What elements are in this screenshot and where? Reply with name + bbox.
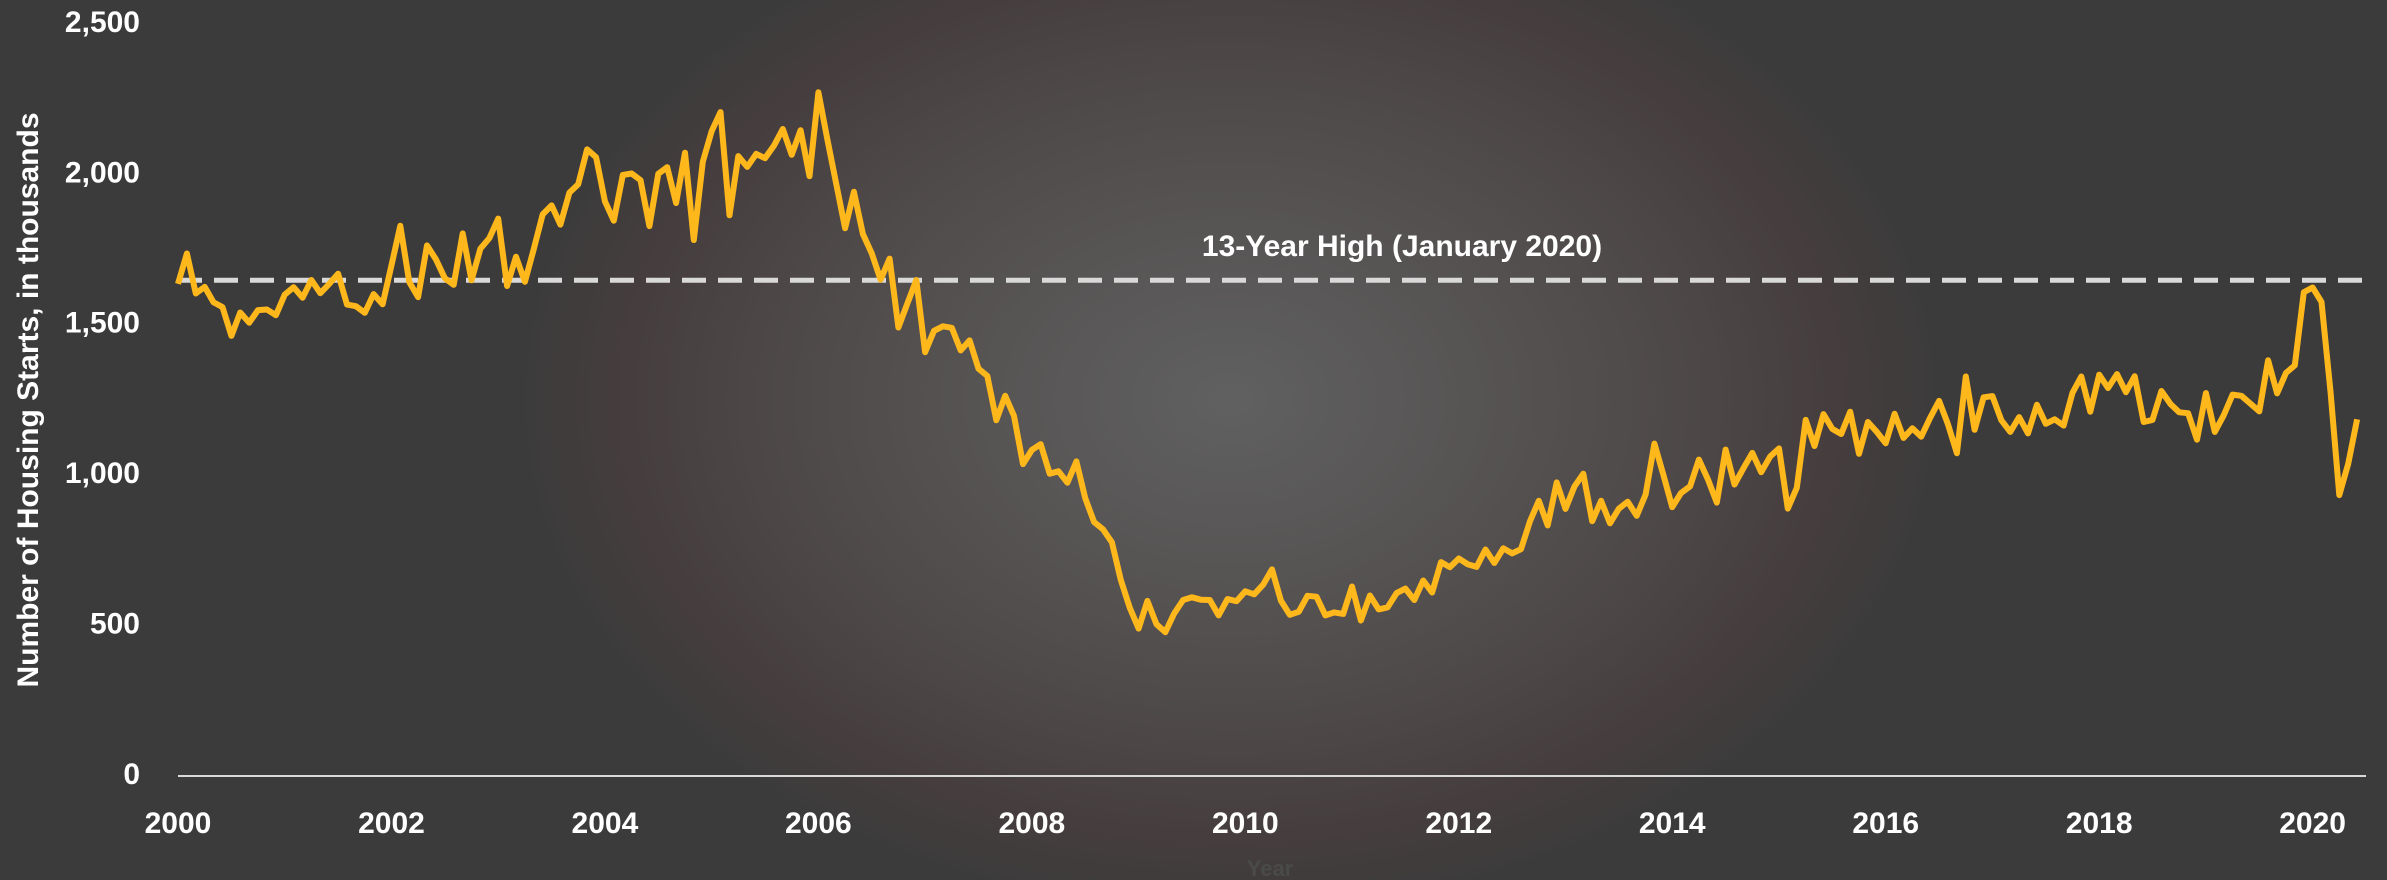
y-tick-label: 2,500: [65, 6, 140, 39]
x-tick-label: 2008: [998, 807, 1065, 840]
x-tick-label: 2006: [785, 807, 852, 840]
x-tick-label: 2018: [2066, 807, 2133, 840]
y-tick-label: 500: [90, 608, 140, 641]
x-tick-label: 2010: [1212, 807, 1279, 840]
y-tick-label: 0: [123, 758, 140, 791]
y-tick-label: 1,000: [65, 457, 140, 490]
background-image: [510, 0, 1950, 880]
reference-label: 13-Year High (January 2020): [1202, 230, 1602, 263]
y-tick-label: 1,500: [65, 307, 140, 340]
data-line: [175, 89, 2361, 636]
x-axis-label: Year: [1247, 856, 1294, 880]
x-tick-label: 2014: [1639, 807, 1706, 840]
y-axis-label: Number of Housing Starts, in thousands: [12, 112, 45, 687]
x-tick-label: 2016: [1852, 807, 1919, 840]
x-tick-label: 2000: [145, 807, 212, 840]
x-tick-label: 2020: [2279, 807, 2346, 840]
x-tick-label: 2002: [358, 807, 425, 840]
x-tick-label: 2004: [572, 807, 639, 840]
y-tick-label: 2,000: [65, 156, 140, 189]
x-tick-label: 2012: [1425, 807, 1492, 840]
